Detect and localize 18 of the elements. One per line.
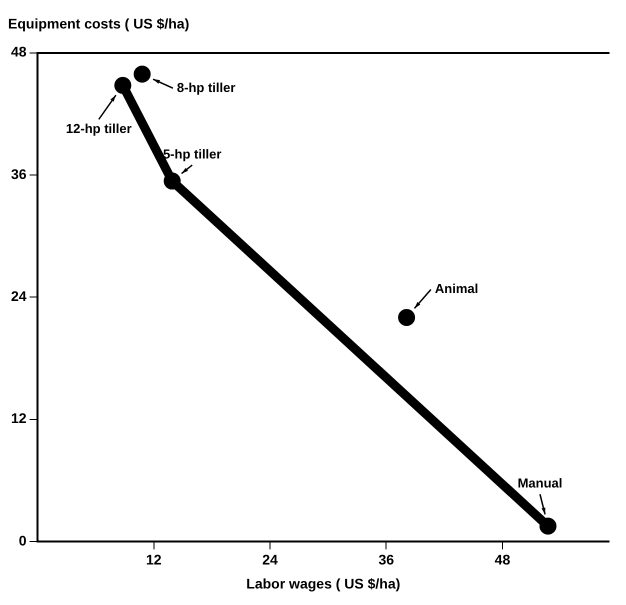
y-tick-label: 0 bbox=[18, 532, 27, 548]
y-tick-label: 36 bbox=[10, 166, 27, 182]
x-tick-label: 12 bbox=[146, 552, 162, 568]
annotation: Manual bbox=[518, 476, 562, 491]
y-tick-label: 24 bbox=[10, 288, 27, 304]
point bbox=[134, 66, 151, 83]
x-axis-title: Labor wages ( US $/ha) bbox=[246, 575, 400, 592]
annotation: 5-hp tiller bbox=[162, 146, 222, 162]
annotation: Animal bbox=[434, 281, 478, 296]
y-tick-label: 48 bbox=[10, 44, 27, 60]
y-tick-label: 12 bbox=[10, 410, 27, 426]
y-axis-title: Equipment costs ( US $/ha) bbox=[8, 15, 190, 32]
point bbox=[398, 308, 416, 326]
annotation: 8-hp tiller bbox=[176, 80, 236, 95]
x-tick-label: 48 bbox=[494, 552, 510, 568]
x-tick-label: 24 bbox=[262, 552, 278, 568]
x-tick-label: 36 bbox=[378, 552, 394, 568]
annotation: 12-hp tiller bbox=[66, 120, 132, 136]
